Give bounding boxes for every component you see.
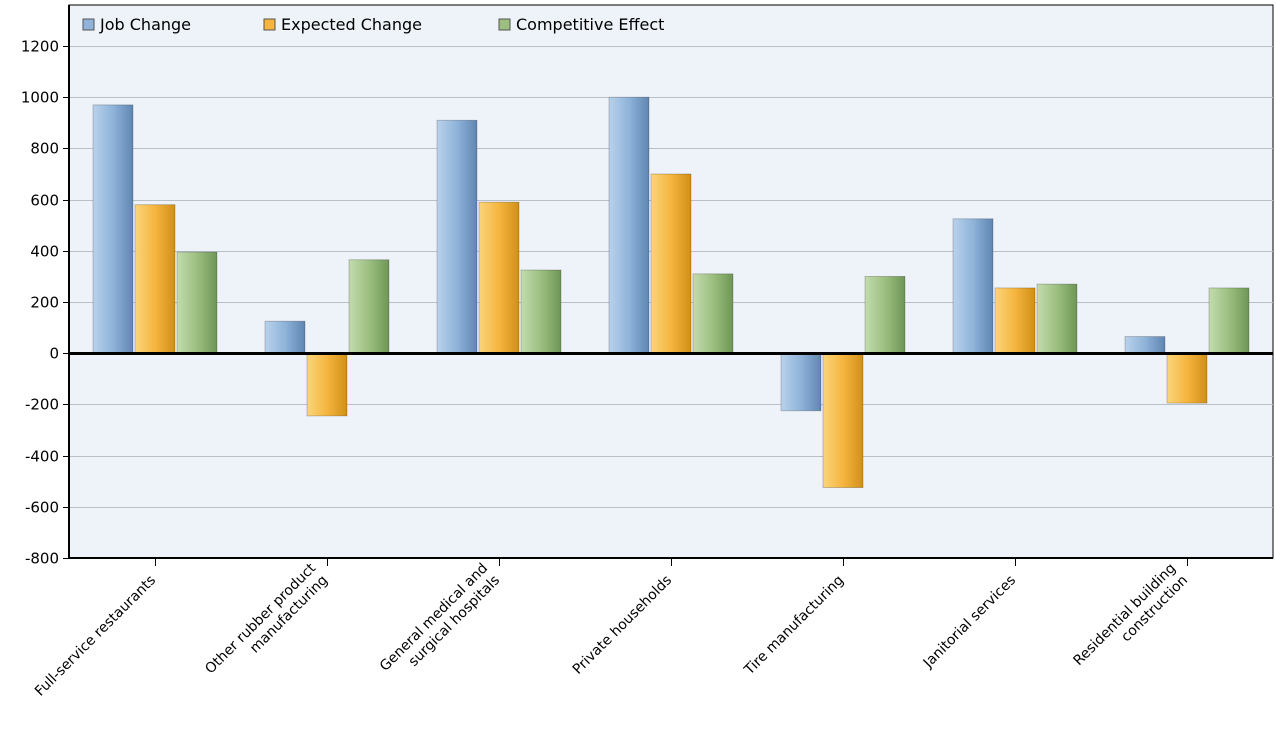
x-axis-ticks: Full-service restaurants Other rubber pro… <box>32 558 1191 700</box>
y-tick-label: 600 <box>30 192 59 210</box>
y-tick-label: -200 <box>25 396 59 414</box>
y-tick-label: 400 <box>30 243 59 261</box>
x-tick-label: Private households <box>570 572 675 677</box>
x-tick-label-line: Full-service restaurants <box>32 572 159 699</box>
x-tick-label-line: Janitorial services <box>920 572 1019 671</box>
bar-job-change <box>436 119 478 354</box>
bar-job-change <box>264 320 306 354</box>
x-tick-label-line: Other rubber product <box>202 560 319 677</box>
x-tick-label-line: Private households <box>570 572 675 677</box>
x-tick-label-line: Tire manufacturing <box>741 572 847 678</box>
bar-competitive-effect <box>864 275 906 354</box>
bar-expected-change <box>1166 352 1208 404</box>
y-tick-label: -400 <box>25 448 59 466</box>
bar-competitive-effect <box>692 273 734 354</box>
bar-expected-change <box>306 352 348 417</box>
y-tick-label: 800 <box>30 140 59 158</box>
bars <box>92 96 1250 489</box>
y-tick-label: 1200 <box>21 38 59 56</box>
x-tick-label: Tire manufacturing <box>741 572 847 678</box>
bar-competitive-effect <box>1036 283 1078 354</box>
legend-swatch <box>82 18 95 31</box>
bar-job-change <box>952 218 994 354</box>
x-tick-label-line: Residential building <box>1070 560 1179 669</box>
bar-expected-change <box>822 352 864 489</box>
bar-competitive-effect <box>176 251 218 354</box>
bar-job-change <box>1124 336 1166 354</box>
y-tick-label: -800 <box>25 550 59 568</box>
y-axis-ticks: 1200 1000 800 600 400 200 0 -200 -400 -600 -800 <box>21 38 69 568</box>
legend-label: Competitive Effect <box>516 15 664 34</box>
y-tick-label: -600 <box>25 499 59 517</box>
legend-label: Job Change <box>99 15 191 34</box>
legend-swatch <box>263 18 276 31</box>
bar-expected-change <box>994 287 1036 354</box>
legend-swatch <box>498 18 511 31</box>
bar-competitive-effect <box>1208 287 1250 354</box>
x-tick-label: Janitorial services <box>920 572 1019 671</box>
y-tick-label: 1000 <box>21 89 59 107</box>
legend-label: Expected Change <box>281 15 422 34</box>
bar-job-change <box>92 104 134 354</box>
bar-job-change <box>608 96 650 354</box>
y-tick-label: 0 <box>49 345 59 363</box>
bar-expected-change <box>650 173 692 354</box>
x-tick-label: Full-service restaurants <box>32 572 159 699</box>
bar-competitive-effect <box>348 259 390 354</box>
bar-job-change <box>780 352 822 412</box>
bar-expected-change <box>134 204 176 354</box>
bar-competitive-effect <box>520 269 562 354</box>
x-tick-label-line: General medical and <box>377 560 491 674</box>
y-tick-label: 200 <box>30 294 59 312</box>
bar-expected-change <box>478 201 520 354</box>
legend: Job Change Expected Change Competitive Eff… <box>82 15 664 34</box>
